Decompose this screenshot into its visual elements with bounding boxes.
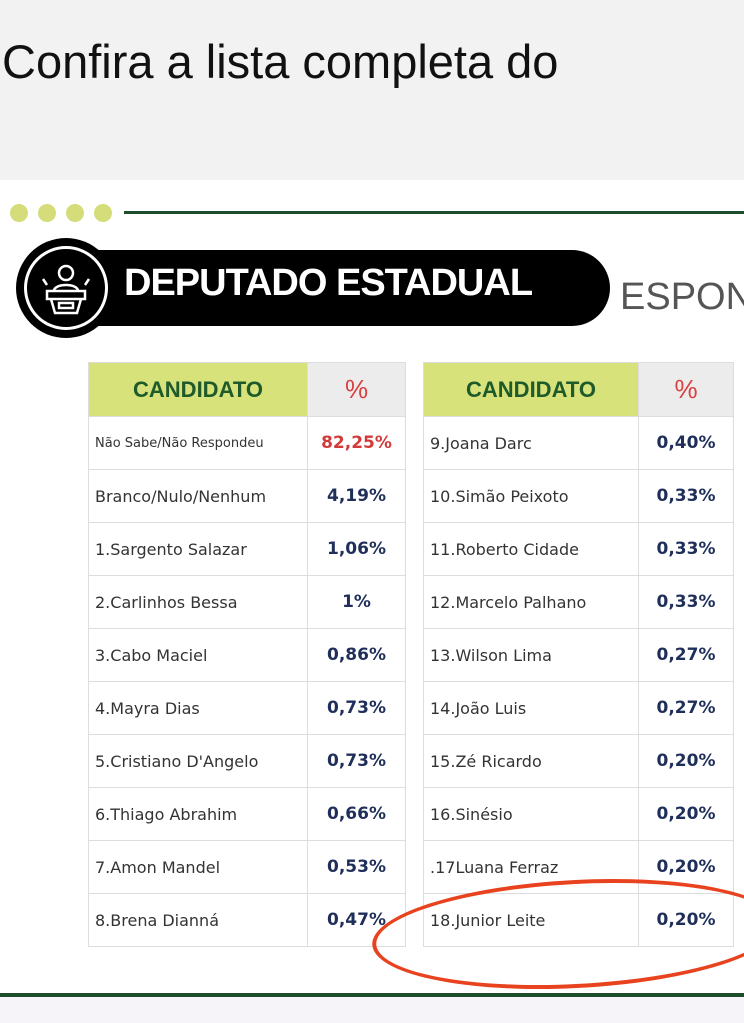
table-row: 1.Sargento Salazar 1,06% xyxy=(88,522,406,576)
candidate-name: 8.Brena Dianná xyxy=(88,893,308,947)
divider xyxy=(124,211,744,214)
candidate-percent: 0,20% xyxy=(638,893,734,947)
candidate-name: 2.Carlinhos Bessa xyxy=(88,575,308,629)
candidate-percent: 0,66% xyxy=(307,787,406,841)
table-row: 11.Roberto Cidade 0,33% xyxy=(423,522,734,576)
decor-dot xyxy=(94,204,112,222)
candidate-name: 14.João Luis xyxy=(423,681,639,735)
candidate-name: 18.Junior Leite xyxy=(423,893,639,947)
divider xyxy=(0,993,744,997)
candidate-name: 12.Marcelo Palhano xyxy=(423,575,639,629)
candidate-percent: 0,27% xyxy=(638,681,734,735)
candidate-percent: 0,73% xyxy=(307,734,406,788)
column-header-candidate: CANDIDATO xyxy=(88,362,308,417)
candidate-percent: 0,53% xyxy=(307,840,406,894)
candidate-percent: 0,33% xyxy=(638,469,734,523)
candidate-name: Não Sabe/Não Respondeu xyxy=(88,416,308,470)
candidate-percent: 1,06% xyxy=(307,522,406,576)
table-row: 14.João Luis 0,27% xyxy=(423,681,734,735)
table-row: 3.Cabo Maciel 0,86% xyxy=(88,628,406,682)
results-table-right: CANDIDATO % 9.Joana Darc 0,40% 10.Simão Pe… xyxy=(423,362,734,947)
candidate-name: 11.Roberto Cidade xyxy=(423,522,639,576)
headline: Confira a lista completa do xyxy=(2,35,559,88)
candidate-name: 13.Wilson Lima xyxy=(423,628,639,682)
table-row: 4.Mayra Dias 0,73% xyxy=(88,681,406,735)
candidate-percent: 0,27% xyxy=(638,628,734,682)
table-row: 2.Carlinhos Bessa 1% xyxy=(88,575,406,629)
candidate-percent: 0,73% xyxy=(307,681,406,735)
candidate-percent: 0,20% xyxy=(638,734,734,788)
table-row: 10.Simão Peixoto 0,33% xyxy=(423,469,734,523)
results-table-left: CANDIDATO % Não Sabe/Não Respondeu 82,25%… xyxy=(88,362,406,947)
candidate-name: 7.Amon Mandel xyxy=(88,840,308,894)
candidate-name: Branco/Nulo/Nenhum xyxy=(88,469,308,523)
candidate-percent: 82,25% xyxy=(307,416,406,470)
candidate-percent: 0,33% xyxy=(638,522,734,576)
decor-dot xyxy=(38,204,56,222)
table-row: 16.Sinésio 0,20% xyxy=(423,787,734,841)
table-row: 13.Wilson Lima 0,27% xyxy=(423,628,734,682)
candidate-percent: 4,19% xyxy=(307,469,406,523)
table-row: 8.Brena Dianná 0,47% xyxy=(88,893,406,947)
caption-area xyxy=(0,0,744,180)
candidate-name: 4.Mayra Dias xyxy=(88,681,308,735)
candidate-percent: 0,47% xyxy=(307,893,406,947)
candidate-percent: 1% xyxy=(307,575,406,629)
decor-dot xyxy=(10,204,28,222)
candidate-percent: 0,20% xyxy=(638,840,734,894)
table-row: 6.Thiago Abrahim 0,66% xyxy=(88,787,406,841)
table-row: 7.Amon Mandel 0,53% xyxy=(88,840,406,894)
footer-area xyxy=(0,997,744,1023)
candidate-name: 6.Thiago Abrahim xyxy=(88,787,308,841)
column-header-candidate: CANDIDATO xyxy=(423,362,639,417)
decor-dot xyxy=(66,204,84,222)
candidate-percent: 0,40% xyxy=(638,416,734,470)
candidate-percent: 0,20% xyxy=(638,787,734,841)
candidate-name: 3.Cabo Maciel xyxy=(88,628,308,682)
column-header-percent: % xyxy=(307,362,406,417)
table-row: 12.Marcelo Palhano 0,33% xyxy=(423,575,734,629)
table-row: 9.Joana Darc 0,40% xyxy=(423,416,734,470)
candidate-percent: 0,33% xyxy=(638,575,734,629)
candidate-name: 15.Zé Ricardo xyxy=(423,734,639,788)
table-row: Branco/Nulo/Nenhum 4,19% xyxy=(88,469,406,523)
podium-speaker-icon xyxy=(16,238,116,338)
table-row: .17Luana Ferraz 0,20% xyxy=(423,840,734,894)
table-row: 15.Zé Ricardo 0,20% xyxy=(423,734,734,788)
candidate-name: 10.Simão Peixoto xyxy=(423,469,639,523)
column-header-percent: % xyxy=(638,362,734,417)
candidate-name: 1.Sargento Salazar xyxy=(88,522,308,576)
candidate-name: 5.Cristiano D'Angelo xyxy=(88,734,308,788)
candidate-name: .17Luana Ferraz xyxy=(423,840,639,894)
candidate-name: 9.Joana Darc xyxy=(423,416,639,470)
table-row: 5.Cristiano D'Angelo 0,73% xyxy=(88,734,406,788)
section-subtitle: ESPON xyxy=(620,276,744,318)
candidate-name: 16.Sinésio xyxy=(423,787,639,841)
table-row: Não Sabe/Não Respondeu 82,25% xyxy=(88,416,406,470)
banner xyxy=(70,250,610,326)
section-title: DEPUTADO ESTADUAL xyxy=(124,262,533,304)
candidate-percent: 0,86% xyxy=(307,628,406,682)
table-row: 18.Junior Leite 0,20% xyxy=(423,893,734,947)
